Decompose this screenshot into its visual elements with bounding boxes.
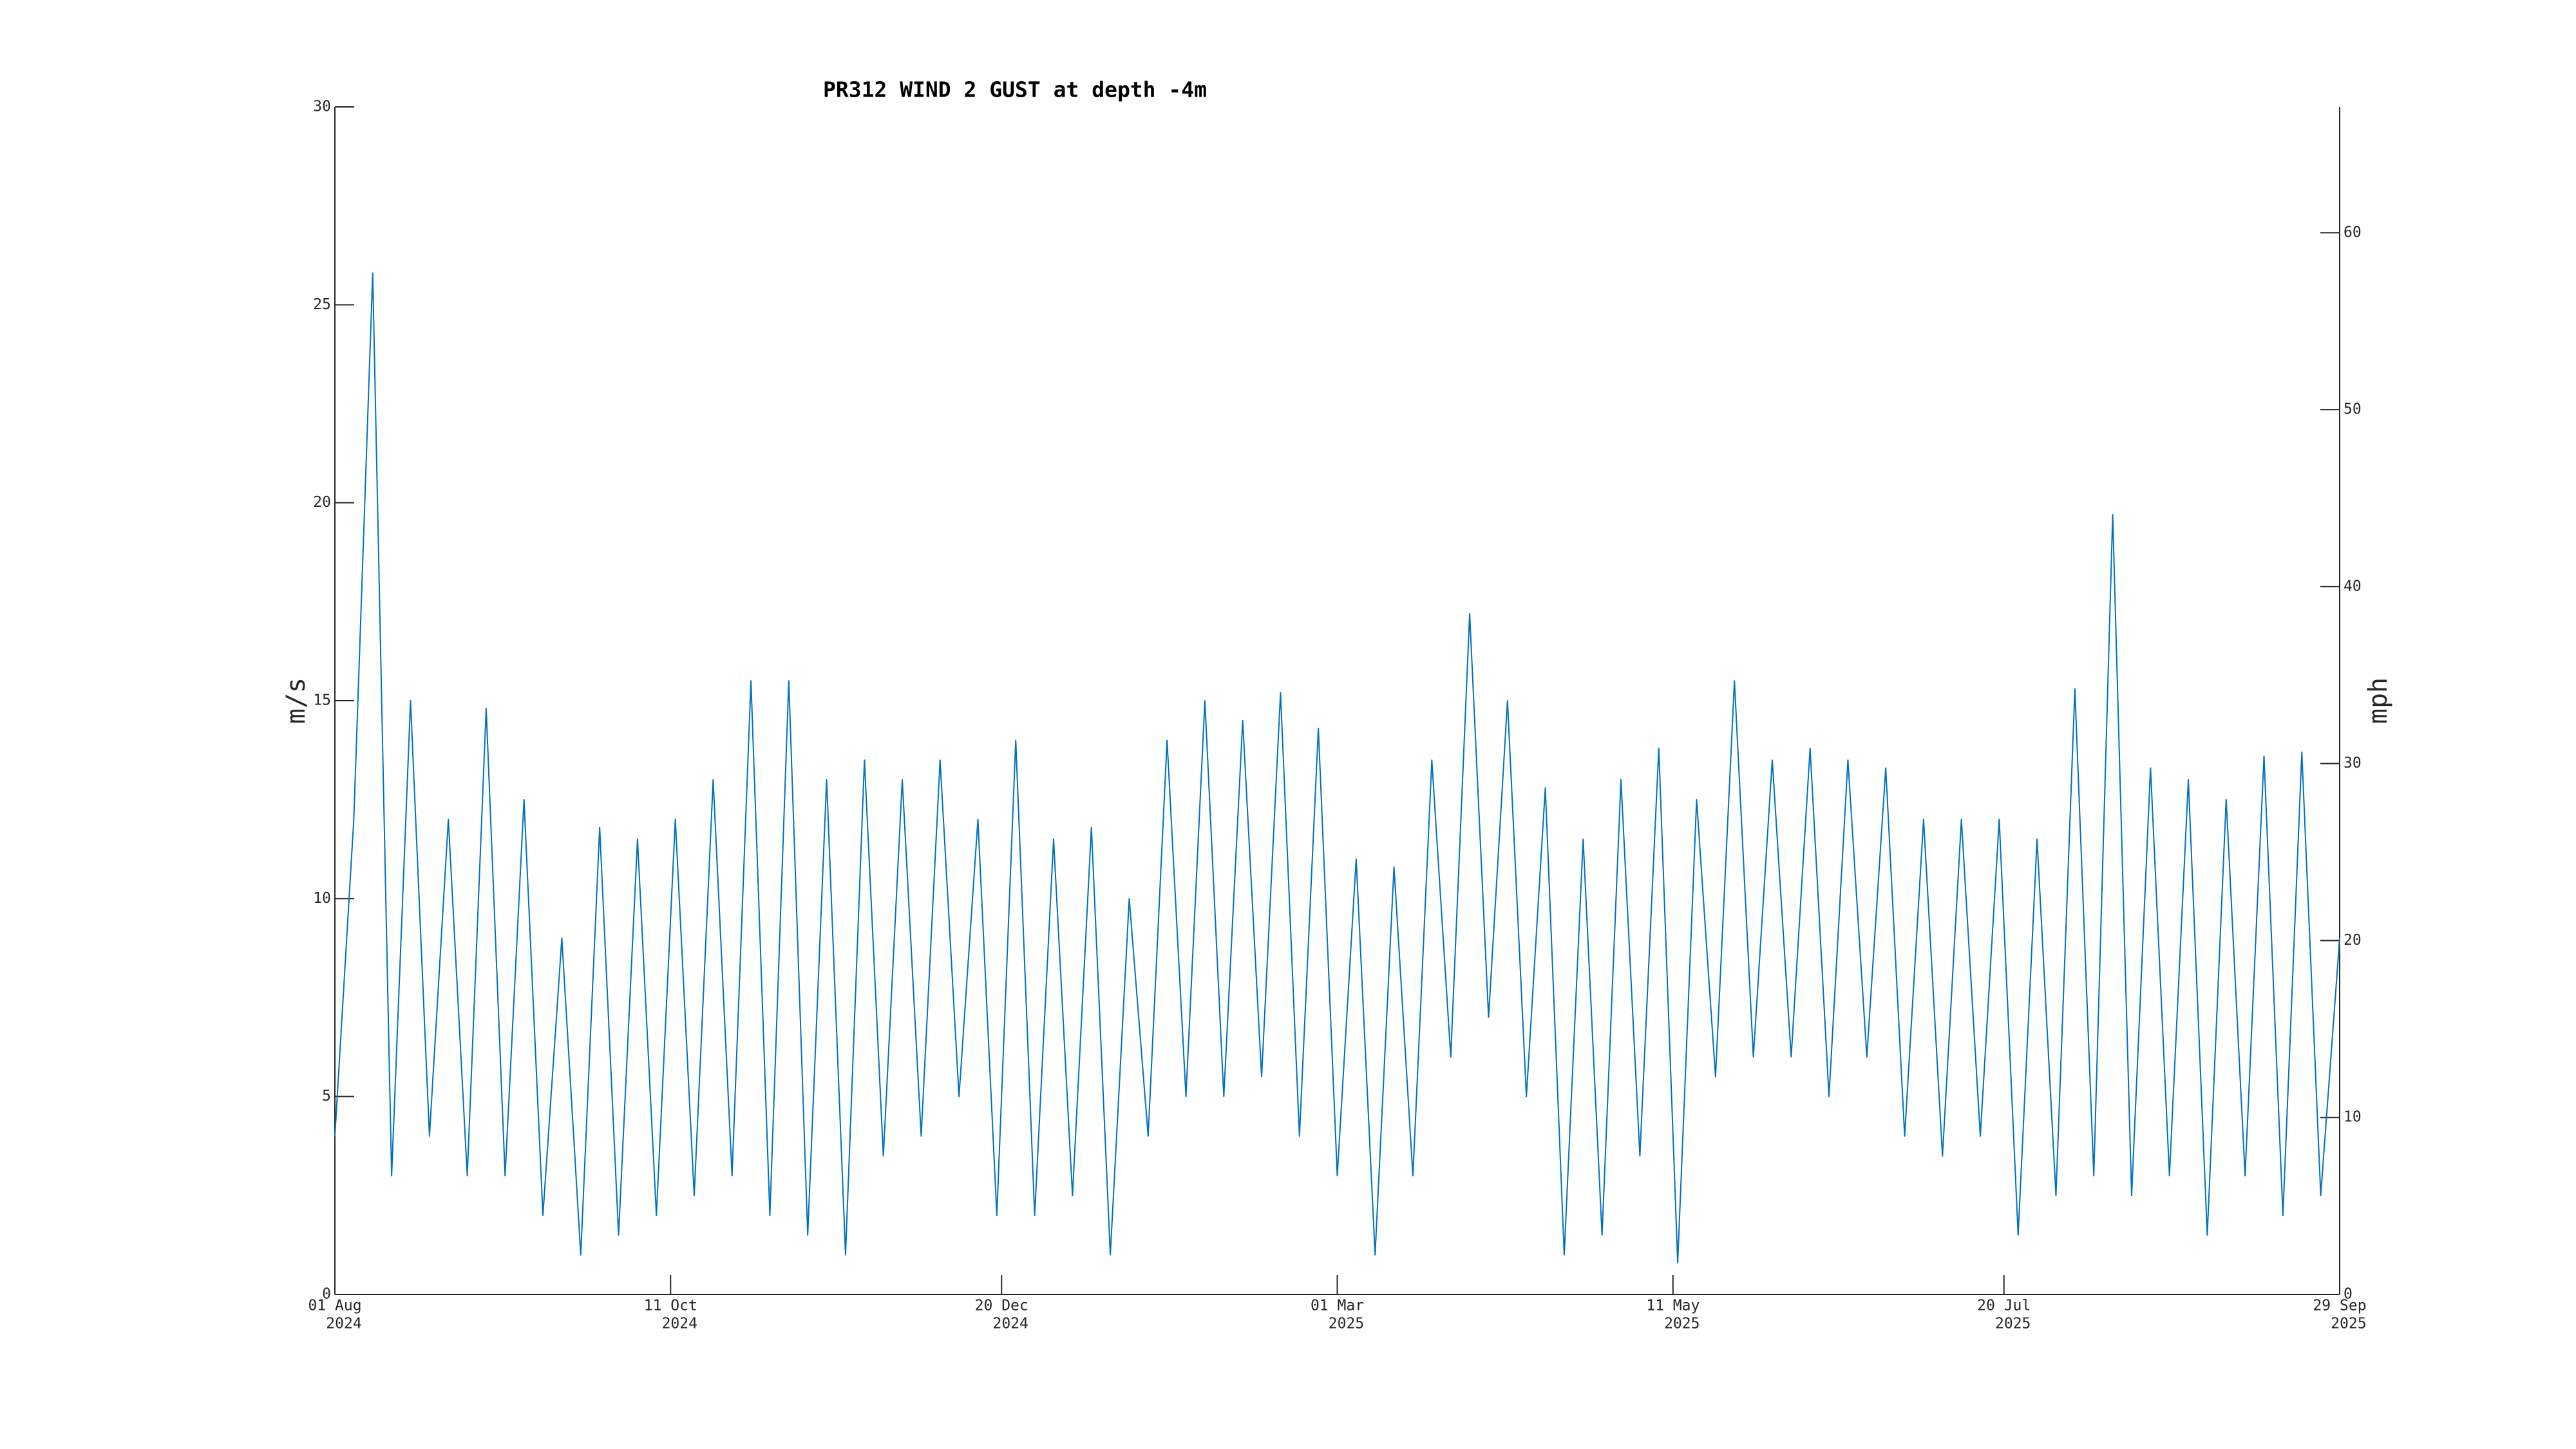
y2-tick-label: 60 [2344, 224, 2362, 241]
x-tick-label: 20 Dec [975, 1298, 1028, 1314]
y-tick-label: 5 [322, 1088, 331, 1104]
y-tick-label: 0 [322, 1286, 331, 1303]
y-tick-label: 25 [313, 296, 331, 313]
y2-tick-label: 20 [2344, 932, 2362, 949]
y-tick-label: 15 [313, 692, 331, 709]
x-tick-label: 11 Oct [644, 1298, 697, 1314]
x-tick-label: 29 Sep [2313, 1298, 2366, 1314]
x-tick-label: 2024 [993, 1316, 1028, 1332]
x-tick-label: 2025 [1995, 1316, 2031, 1332]
x-tick-label: 01 Mar [1311, 1298, 1364, 1314]
x-tick-label: 20 Jul [1977, 1298, 2031, 1314]
y2-tick-label: 40 [2344, 578, 2362, 594]
y2-tick-label: 10 [2344, 1109, 2362, 1126]
x-tick-label: 11 May [1646, 1298, 1700, 1314]
y2-tick-label: 50 [2344, 401, 2362, 418]
y2-axis-label: mph [2363, 677, 2393, 724]
y-tick-label: 10 [313, 890, 331, 907]
y-tick-label: 20 [313, 494, 331, 511]
x-tick-label: 01 Aug [308, 1298, 361, 1314]
x-tick-label: 2025 [1329, 1316, 1364, 1332]
x-tick-label: 2025 [1664, 1316, 1700, 1332]
x-tick-label: 2025 [2331, 1316, 2366, 1332]
y2-tick-label: 30 [2344, 755, 2362, 772]
x-tick-label: 2024 [662, 1316, 697, 1332]
data-line [334, 272, 2340, 1264]
y-axis-label: m/s [281, 677, 311, 724]
x-tick-label: 2024 [326, 1316, 361, 1332]
chart-title: PR312 WIND 2 GUST at depth -4m [823, 77, 1207, 102]
y2-tick-label: 0 [2344, 1286, 2353, 1303]
y-tick-label: 30 [313, 99, 331, 115]
